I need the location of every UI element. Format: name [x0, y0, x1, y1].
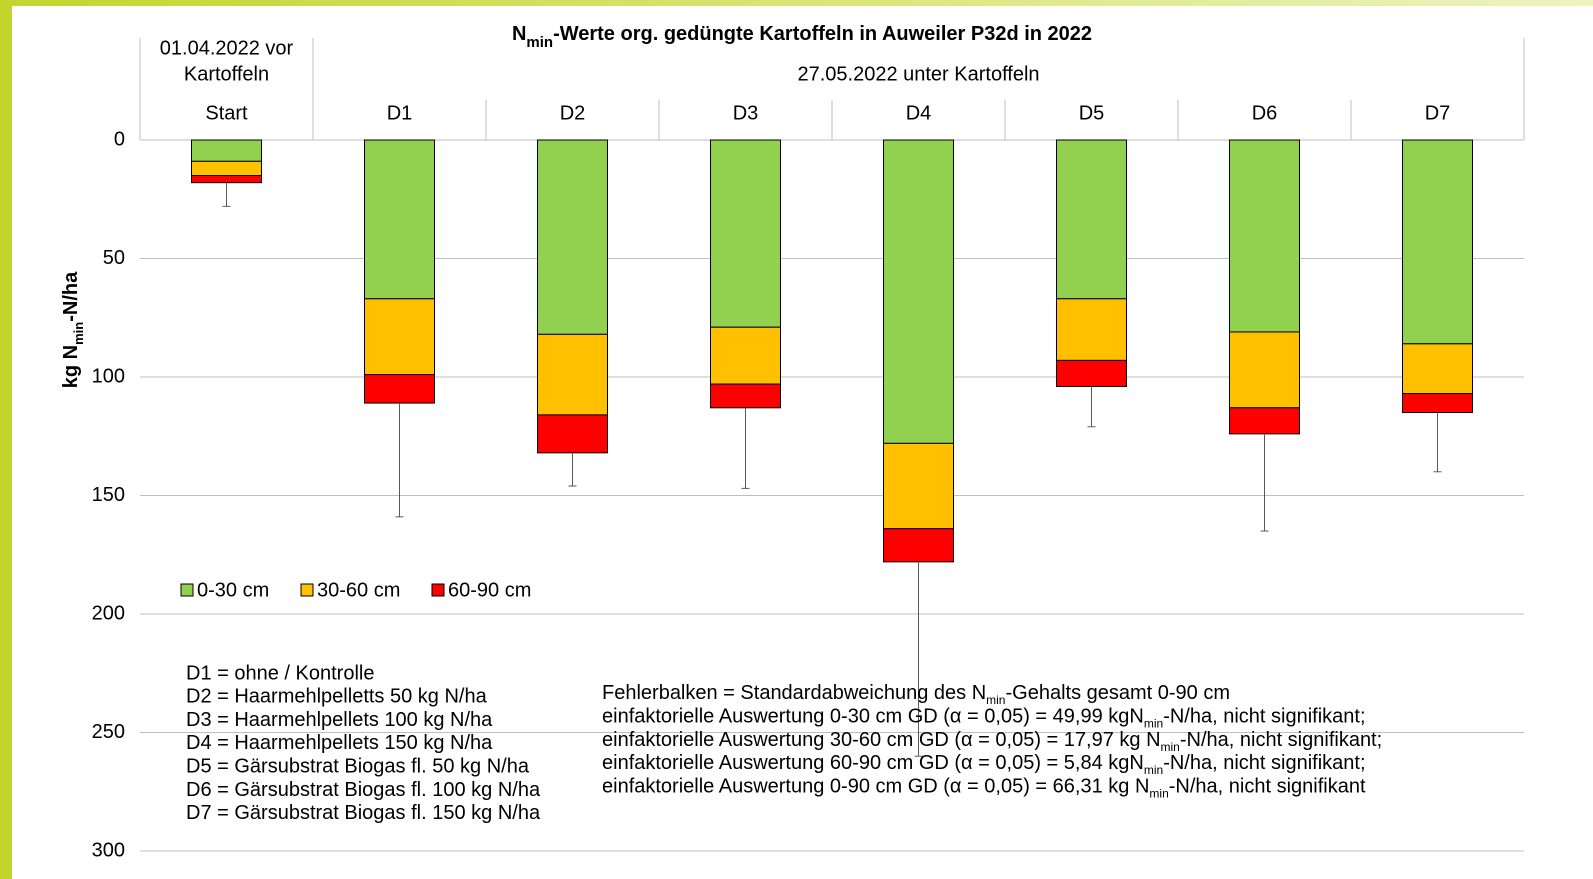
- bar-segment: [883, 442, 954, 530]
- y-axis-label: kg Nmin-N/ha: [60, 271, 86, 388]
- note-left: D2 = Haarmehlpelletts 50 kg N/ha: [186, 686, 488, 708]
- note-left: D4 = Haarmehlpellets 150 kg N/ha: [186, 732, 493, 754]
- bar-segment: [883, 139, 954, 444]
- x-tick-label: D7: [1425, 102, 1451, 124]
- bar-segment: [1056, 139, 1127, 300]
- note-right: einfaktorielle Auswertung 0-90 cm GD (α …: [602, 776, 1366, 801]
- error-bar: [568, 452, 577, 487]
- error-bar: [222, 182, 231, 207]
- note-right-part: einfaktorielle Auswertung 60-90 cm GD (α…: [602, 752, 1144, 774]
- legend-swatch: [180, 583, 194, 597]
- x-tick-label: D3: [733, 102, 759, 124]
- note-right-sub: min: [1149, 787, 1168, 801]
- y-tick-label: 150: [92, 484, 125, 506]
- legend-swatch: [431, 583, 445, 597]
- note-right: Fehlerbalken = Standardabweichung des Nm…: [602, 682, 1230, 707]
- chart-title-sub: min: [526, 34, 553, 51]
- note-right-sub: min: [1161, 740, 1180, 754]
- bar-segment: [1056, 298, 1127, 361]
- bar-segment: [1056, 359, 1127, 387]
- bar-segment: [1229, 139, 1300, 333]
- note-right-part: einfaktorielle Auswertung 0-30 cm GD (α …: [602, 706, 1144, 728]
- y-tick-label: 200: [92, 602, 125, 624]
- bar-segment: [1229, 331, 1300, 409]
- bar-segment: [710, 139, 781, 328]
- note-right-sub: min: [1144, 717, 1163, 731]
- note-right-part: -N/ha, nicht signifikant: [1169, 776, 1366, 798]
- bar-segment: [364, 374, 435, 404]
- y-tick-label: 100: [92, 365, 125, 387]
- error-bar: [1433, 412, 1442, 473]
- header-group-label: 27.05.2022 unter Kartoffeln: [797, 63, 1039, 85]
- note-left: D1 = ohne / Kontrolle: [186, 662, 374, 684]
- note-right-part: -N/ha, nicht signifikant;: [1163, 706, 1365, 728]
- chart-title-part: N: [512, 23, 526, 45]
- x-tick-label: D5: [1079, 102, 1105, 124]
- y-tick-label: 250: [92, 721, 125, 743]
- error-bar: [1087, 386, 1096, 428]
- bar-segment: [537, 139, 608, 335]
- note-left: D6 = Gärsubstrat Biogas fl. 100 kg N/ha: [186, 779, 541, 801]
- bar-segment: [191, 160, 262, 177]
- note-left: D3 = Haarmehlpellets 100 kg N/ha: [186, 709, 493, 731]
- bar-segment: [537, 333, 608, 416]
- x-tick-label: D1: [387, 102, 413, 124]
- top-border: [0, 0, 1593, 6]
- error-bar: [914, 561, 923, 757]
- legend-swatch: [300, 583, 314, 597]
- left-border: [0, 0, 12, 879]
- y-tick-label: 50: [103, 247, 125, 269]
- header-group-label: 01.04.2022 vor: [160, 37, 294, 59]
- bar-segment: [364, 139, 435, 300]
- bar-segment: [537, 414, 608, 454]
- note-right-sub: min: [986, 693, 1005, 707]
- note-left: D5 = Gärsubstrat Biogas fl. 50 kg N/ha: [186, 755, 530, 777]
- header-group-label: Kartoffeln: [184, 63, 269, 85]
- note-right-part: -Gehalts gesamt 0-90 cm: [1005, 682, 1230, 704]
- error-bar: [1260, 433, 1269, 532]
- legend-label: 0-30 cm: [197, 579, 269, 601]
- bar-segment: [191, 175, 262, 184]
- bar-segment: [1402, 393, 1473, 414]
- note-right: einfaktorielle Auswertung 0-30 cm GD (α …: [602, 706, 1366, 731]
- note-right-part: einfaktorielle Auswertung 0-90 cm GD (α …: [602, 776, 1149, 798]
- bar-segment: [1402, 139, 1473, 345]
- x-tick-label: D4: [906, 102, 932, 124]
- y-tick-label: 300: [92, 839, 125, 861]
- y-tick-label: 0: [114, 128, 125, 150]
- note-right: einfaktorielle Auswertung 60-90 cm GD (α…: [602, 752, 1366, 777]
- bar-segment: [364, 298, 435, 376]
- error-bar: [395, 403, 404, 518]
- x-tick-label: D6: [1252, 102, 1278, 124]
- x-tick-label: Start: [205, 102, 248, 124]
- bar-segment: [191, 139, 262, 162]
- bar-segment: [710, 326, 781, 385]
- x-tick-label: D2: [560, 102, 586, 124]
- legend-label: 30-60 cm: [317, 579, 400, 601]
- note-left: D7 = Gärsubstrat Biogas fl. 150 kg N/ha: [186, 802, 541, 824]
- bar-segment: [1229, 407, 1300, 435]
- y-axis-label-part: kg N: [60, 345, 82, 388]
- note-right-part: Fehlerbalken = Standardabweichung des N: [602, 682, 986, 704]
- bar-segment: [710, 383, 781, 409]
- note-right-sub: min: [1144, 763, 1163, 777]
- note-right: einfaktorielle Auswertung 30-60 cm GD (α…: [602, 729, 1382, 754]
- note-right-part: einfaktorielle Auswertung 30-60 cm GD (α…: [602, 729, 1161, 751]
- bar-segment: [883, 528, 954, 563]
- error-bar: [741, 407, 750, 489]
- y-axis-label-sub: min: [71, 322, 86, 345]
- note-right-part: -N/ha, nicht signifikant;: [1180, 729, 1382, 751]
- chart-title-part: -Werte org. gedüngte Kartoffeln in Auwei…: [553, 23, 1092, 45]
- legend-label: 60-90 cm: [448, 579, 531, 601]
- y-axis-label-part: -N/ha: [60, 271, 82, 322]
- note-right-part: -N/ha, nicht signifikant;: [1163, 752, 1365, 774]
- bar-segment: [1402, 343, 1473, 395]
- chart-title: Nmin-Werte org. gedüngte Kartoffeln in A…: [512, 23, 1092, 51]
